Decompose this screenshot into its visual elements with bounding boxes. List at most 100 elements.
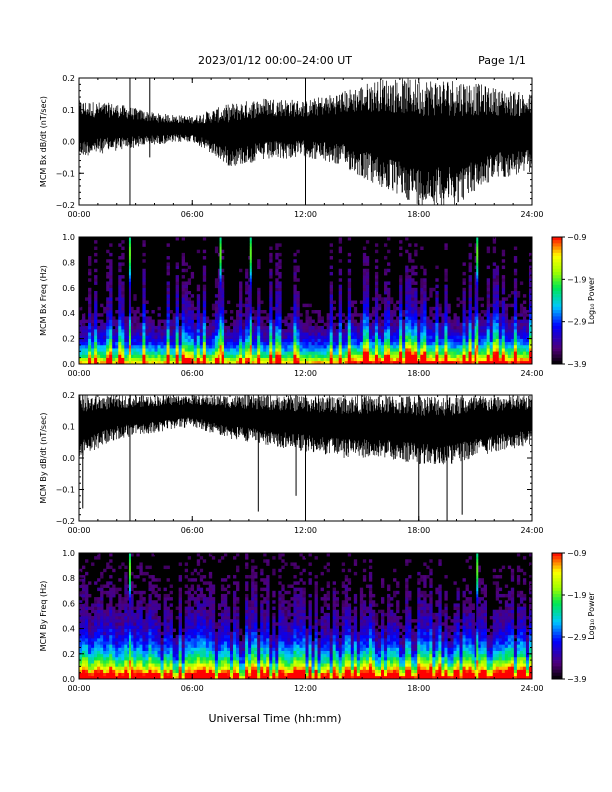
spectrogram-cell <box>275 300 279 304</box>
spectrogram-cell <box>118 344 122 349</box>
spectrogram-cell <box>486 338 491 343</box>
spectrogram-cell <box>269 297 273 301</box>
spectrogram-cell <box>290 329 294 333</box>
spectrogram-cell <box>211 354 216 358</box>
spectrogram-cell <box>278 290 282 295</box>
spectrogram-cell <box>468 313 472 317</box>
spectrogram-cell <box>365 287 370 292</box>
spectrogram-event <box>128 240 131 244</box>
spectrogram-cell <box>459 329 463 333</box>
spectrogram-cell <box>305 332 309 336</box>
spectrogram-cell <box>103 354 107 358</box>
spectrogram-cell <box>202 631 207 636</box>
spectrogram-cell <box>109 290 113 295</box>
spectrogram-cell <box>374 344 379 349</box>
spectrogram-cell <box>151 553 155 557</box>
spectrogram-cell <box>519 329 524 333</box>
spectrogram-cell <box>239 287 243 292</box>
spectrogram-cell <box>172 316 176 320</box>
spectrogram-cell <box>374 290 379 295</box>
spectrogram-cell <box>208 587 213 592</box>
spectrogram-cell <box>245 360 249 365</box>
y-axis-label: MCM By dB/dt (nT/sec) <box>39 412 48 503</box>
spectrogram-cell <box>184 306 189 311</box>
spectrogram-cell <box>477 313 481 317</box>
spectrogram-cell <box>190 650 195 655</box>
spectrogram-cell <box>184 653 189 658</box>
spectrogram-cell <box>121 354 125 358</box>
spectrogram-cell <box>501 341 506 346</box>
spectrogram-cell <box>393 351 397 355</box>
spectrogram-cell <box>471 335 475 339</box>
spectrogram-cell <box>329 294 333 298</box>
spectrogram-cell <box>296 313 300 317</box>
spectrogram-cell <box>254 322 258 327</box>
spectrogram-cell <box>438 351 442 355</box>
spectrogram-cell <box>97 628 101 633</box>
spectrogram-cell <box>329 290 333 295</box>
spectrogram-cell <box>420 329 424 333</box>
spectrogram-cell <box>420 332 424 336</box>
spectrogram-cell <box>498 360 503 365</box>
spectrogram-cell <box>79 650 83 655</box>
spectrogram-cell <box>269 354 273 358</box>
spectrogram-cell <box>205 653 210 658</box>
spectrogram-cell <box>251 316 255 320</box>
spectrogram-cell <box>220 313 225 317</box>
spectrogram-cell <box>359 360 364 365</box>
spectrogram-cell <box>275 335 279 339</box>
spectrogram-cell <box>350 316 355 320</box>
spectrogram-event <box>128 297 131 301</box>
spectrogram-cell <box>94 597 98 601</box>
spectrogram-cell <box>220 354 225 358</box>
spectrogram-cell <box>501 297 506 301</box>
spectrogram-cell <box>390 310 394 314</box>
spectrogram-cell <box>193 669 198 673</box>
spectrogram-cell <box>411 316 415 320</box>
spectrogram-cell <box>196 294 201 298</box>
spectrogram-cell <box>79 612 83 617</box>
spectrogram-cell <box>151 357 155 362</box>
spectrogram-cell <box>465 360 469 365</box>
y-axis-label: MCM Bx Freq (Hz) <box>39 265 48 336</box>
spectrogram-cell <box>444 300 448 304</box>
spectrogram-cell <box>480 360 484 365</box>
spectrogram-cell <box>381 348 385 352</box>
spectrogram-cell <box>124 653 128 658</box>
spectrogram-cell <box>166 609 170 614</box>
spectrogram-cell <box>220 303 225 308</box>
spectrogram-cell <box>94 240 98 244</box>
spectrogram-cell <box>254 325 258 330</box>
spectrogram-cell <box>365 268 370 273</box>
spectrogram-cell <box>510 360 515 365</box>
spectrogram-cell <box>208 650 213 655</box>
spectrogram-event <box>128 249 131 254</box>
spectrogram-cell <box>465 341 469 346</box>
colorbar-swatch <box>552 271 562 276</box>
spectrogram-cell <box>257 265 261 270</box>
spectrogram-cell <box>263 329 267 333</box>
spectrogram-cell <box>220 341 225 346</box>
spectrogram-cell <box>109 357 113 362</box>
spectrogram-cell <box>242 357 246 362</box>
spectrogram-cell <box>148 606 152 610</box>
spectrogram-cell <box>202 609 207 614</box>
x-tick-label: 18:00 <box>407 210 430 219</box>
spectrogram-cell <box>121 644 125 648</box>
spectrogram-cell <box>230 329 234 333</box>
spectrogram-cell <box>495 290 500 295</box>
spectrogram-cell <box>145 325 149 330</box>
spectrogram-cell <box>308 357 312 362</box>
spectrogram-cell <box>226 329 231 333</box>
spectrogram-cell <box>157 650 161 655</box>
spectrogram-cell <box>157 675 161 680</box>
spectrogram-cell <box>287 354 291 358</box>
spectrogram-cell <box>296 294 300 298</box>
spectrogram-cell <box>160 660 164 664</box>
spectrogram-cell <box>103 647 107 651</box>
spectrogram-cell <box>193 612 198 617</box>
spectrogram-cell <box>112 641 116 645</box>
spectrogram-cell <box>233 319 237 324</box>
spectrogram-cell <box>139 644 143 648</box>
spectrogram-cell <box>429 287 433 292</box>
